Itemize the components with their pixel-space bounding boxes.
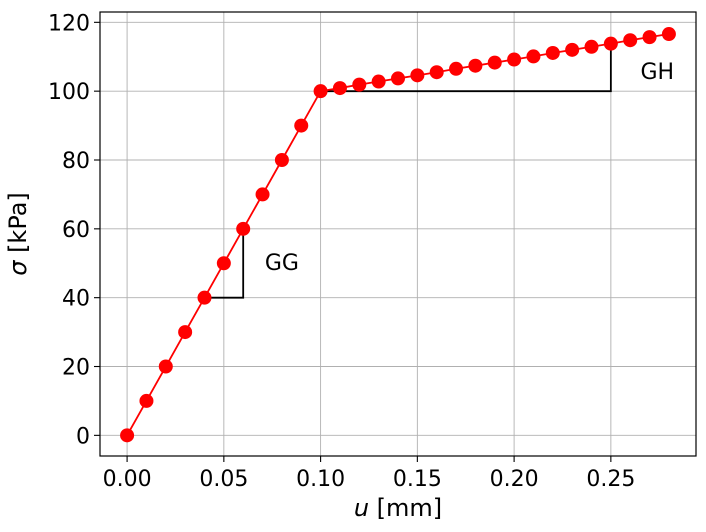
data-point: [623, 33, 638, 48]
y-axis-label: σ [kPa]: [4, 192, 32, 276]
slope-bracket-gh: [320, 43, 612, 93]
data-point: [158, 359, 173, 374]
data-point: [603, 36, 618, 51]
x-tick-label: 0.25: [586, 467, 635, 492]
data-point: [178, 325, 193, 340]
y-tick-label: 80: [62, 149, 90, 174]
data-series-layer: [120, 27, 676, 443]
data-point: [526, 49, 541, 64]
data-point: [642, 30, 657, 45]
data-point: [391, 71, 405, 86]
data-point: [352, 77, 367, 92]
slope-label-gg: GG: [265, 251, 299, 276]
data-point: [429, 65, 444, 80]
data-point: [449, 61, 464, 76]
annotation-layer: GG GH: [204, 43, 675, 299]
data-point: [410, 68, 425, 83]
slope-bracket-gg: [204, 228, 245, 299]
x-tick-label: 0.15: [393, 467, 442, 492]
y-axis-unit: [kPa]: [4, 192, 32, 260]
x-tick-label: 0.20: [490, 467, 539, 492]
data-point: [468, 58, 483, 73]
data-point: [507, 52, 522, 67]
y-tick-label: 0: [76, 424, 90, 449]
data-point: [294, 118, 309, 133]
y-tick-label: 60: [62, 218, 90, 243]
data-point: [545, 45, 560, 60]
data-point: [274, 153, 289, 167]
x-axis-unit: [mm]: [369, 494, 442, 522]
y-tick-label: 100: [48, 80, 90, 105]
y-tick-label: 20: [62, 356, 90, 381]
data-point: [371, 74, 386, 89]
data-point: [236, 221, 251, 236]
x-tick-label: 0.00: [103, 467, 152, 492]
x-axis-symbol: u: [354, 494, 369, 522]
data-point: [487, 55, 502, 70]
data-point: [120, 428, 135, 443]
data-point: [332, 81, 347, 96]
plot-frame: [99, 11, 697, 457]
y-tick-label: 120: [48, 11, 90, 36]
data-point: [197, 290, 212, 305]
data-point: [584, 39, 599, 54]
y-tick-label: 40: [62, 287, 90, 312]
data-point: [139, 393, 154, 408]
x-axis-label: u [mm]: [354, 494, 442, 522]
data-point: [313, 84, 328, 99]
y-axis-symbol: σ: [4, 260, 32, 276]
axis-ticks: 0.00 0.05 0.10 0.15 0.20 0.25 0 20 40 60 80 100 120: [48, 11, 635, 492]
data-point: [255, 187, 270, 202]
data-point: [216, 256, 231, 271]
x-tick-label: 0.10: [296, 467, 345, 492]
slope-label-gh: GH: [641, 60, 675, 85]
x-tick-label: 0.05: [199, 467, 248, 492]
data-point: [565, 42, 580, 57]
data-point: [661, 27, 676, 42]
